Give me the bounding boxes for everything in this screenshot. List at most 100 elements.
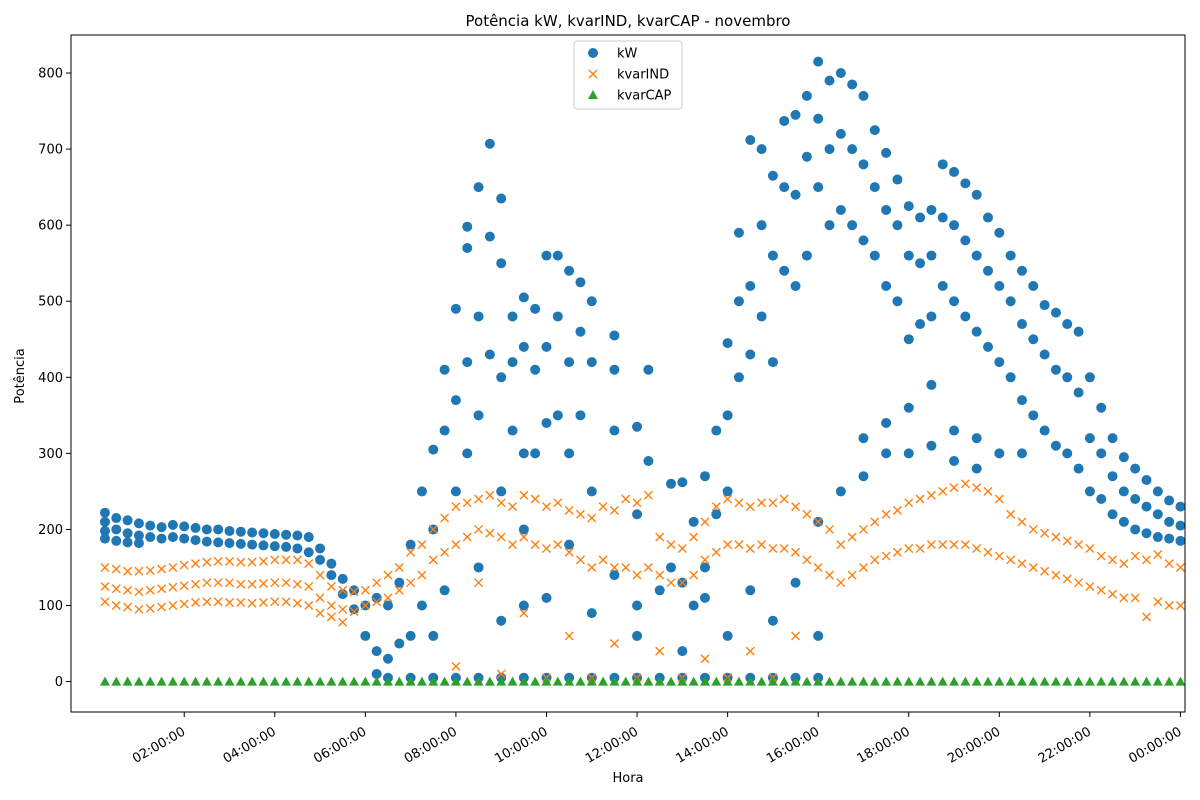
data-point-kvarCAP [666,676,677,686]
data-point-kW [473,562,484,573]
data-point-kvarIND [926,540,936,550]
data-point-kW [190,522,201,533]
data-point-kvarIND [315,608,325,618]
data-point-kW [269,541,280,552]
data-point-kW [926,379,937,390]
data-point-kW [1005,250,1016,261]
data-point-kvarIND [609,562,619,572]
data-point-kvarCAP [949,676,960,686]
data-point-kW [564,539,575,550]
data-point-kvarIND [179,581,189,591]
data-point-kvarCAP [552,676,563,686]
data-point-kvarIND [1175,562,1185,572]
data-point-kW [360,630,371,641]
data-point-kW [99,516,110,527]
x-tick-label: 14:00:00 [674,724,732,766]
data-point-kvarIND [847,570,857,580]
data-point-kvarIND [689,570,699,580]
data-point-kW [971,189,982,200]
data-point-kW [1118,516,1129,527]
data-point-kW [699,562,710,573]
data-point-kvarIND [496,498,506,508]
data-point-kW [201,524,212,535]
legend-marker-kW [588,48,598,58]
data-point-kvarIND [632,498,642,508]
data-point-kW [801,151,812,162]
data-point-kvarIND [1040,566,1050,576]
data-point-kW [462,357,473,368]
data-point-kvarCAP [983,676,994,686]
data-point-kvarIND [474,524,484,534]
data-point-kW [903,402,914,413]
data-point-kW [507,357,518,368]
data-point-kvarIND [304,581,314,591]
x-tick-label: 02:00:00 [130,724,188,766]
data-point-kvarIND [496,532,506,542]
data-point-kW [1096,402,1107,413]
data-point-kW [1039,300,1050,311]
data-point-kW [349,585,360,596]
data-point-kW [937,159,948,170]
data-point-kW [564,265,575,276]
data-point-kvarCAP [360,676,371,686]
data-point-kvarCAP [711,676,722,686]
data-point-kvarIND [972,543,982,553]
data-point-kvarIND [1085,543,1095,553]
data-point-kvarIND [474,494,484,504]
data-point-kvarIND [1085,581,1095,591]
data-point-kvarIND [983,547,993,557]
data-point-kvarCAP [292,676,303,686]
x-tick-label: 16:00:00 [764,724,822,766]
data-point-kW [869,125,880,136]
data-point-kvarIND [191,559,201,569]
x-tick-label: 08:00:00 [402,724,460,766]
data-point-kvarIND [134,604,144,614]
data-point-kW [892,220,903,231]
data-point-kvarCAP [416,676,427,686]
data-point-kW [473,311,484,322]
data-point-kW [937,212,948,223]
data-point-kvarIND [258,578,268,588]
data-point-kvarIND [1017,517,1027,527]
data-point-kvarIND [949,540,959,550]
data-point-kW [915,319,926,330]
data-point-kvarCAP [733,676,744,686]
data-point-kvarCAP [745,676,756,686]
data-point-kW [1118,452,1129,463]
data-point-kvarCAP [258,676,269,686]
data-point-kW [1130,494,1141,505]
data-point-kvarCAP [224,676,235,686]
data-point-kvarIND [100,562,110,572]
data-point-kvarCAP [801,676,812,686]
data-point-kvarCAP [1141,676,1152,686]
data-point-kW [450,486,461,497]
x-tick-label: 12:00:00 [583,724,641,766]
data-point-kvarIND [508,540,518,550]
data-point-kvarCAP [858,676,869,686]
data-point-kvarIND [100,581,110,591]
series-kvarCAP [99,676,1186,686]
data-point-kW [541,341,552,352]
data-point-kW [779,182,790,193]
data-point-kW [745,585,756,596]
data-point-kvarIND [904,498,914,508]
data-point-kW [462,221,473,232]
data-point-kvarIND [960,540,970,550]
data-point-kvarIND [326,601,336,611]
data-point-kvarIND [1142,612,1152,622]
data-point-kW [790,189,801,200]
data-point-kvarIND [768,543,778,553]
data-point-kvarIND [802,509,812,519]
data-point-kvarIND [858,562,868,572]
legend-marker-kvarCAP [588,90,598,99]
data-point-kW [1164,516,1175,527]
data-point-kvarIND [825,570,835,580]
data-point-kvarIND [779,494,789,504]
data-point-kW [1050,307,1061,318]
series-kW [99,56,1186,683]
data-point-kvarIND [349,587,359,597]
data-point-kvarCAP [1130,676,1141,686]
data-point-kW [552,311,563,322]
data-point-kvarCAP [564,676,575,686]
data-point-kW [983,341,994,352]
